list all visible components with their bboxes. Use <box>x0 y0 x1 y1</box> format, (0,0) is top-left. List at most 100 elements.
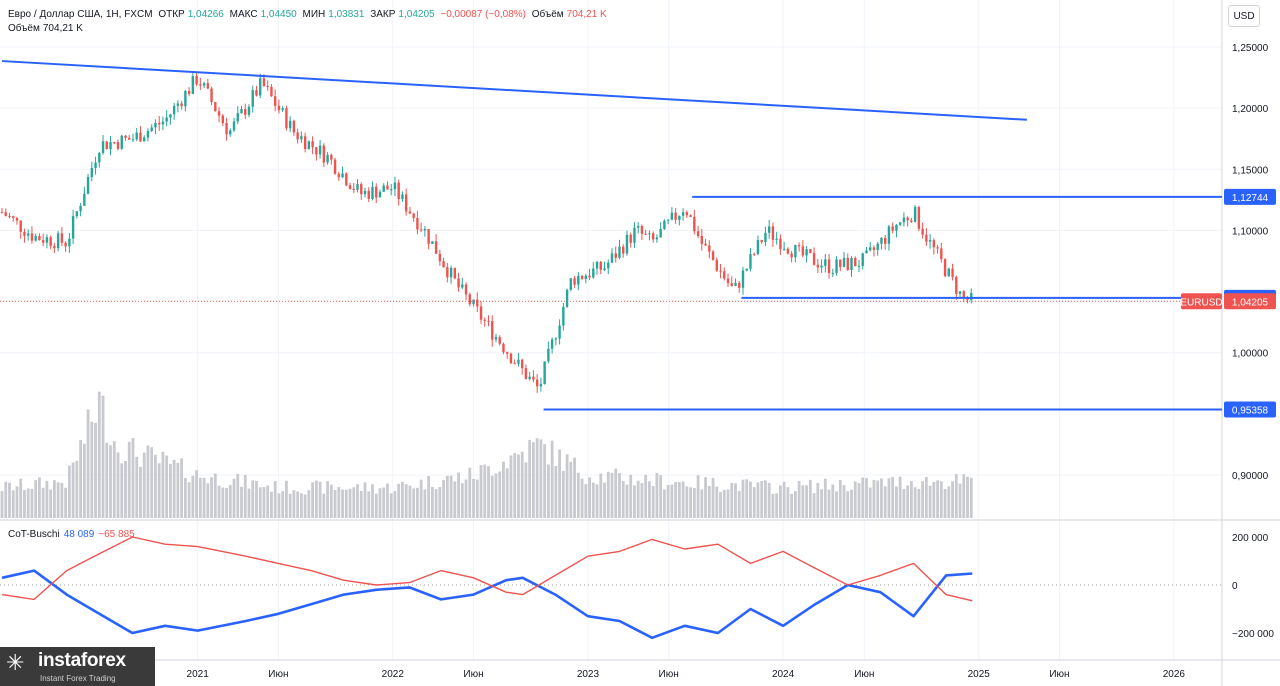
volume-bar <box>898 476 902 518</box>
candle-body <box>105 141 108 150</box>
candle-body <box>60 233 64 243</box>
volume-bar <box>895 486 898 518</box>
candle-body <box>767 226 771 233</box>
candle-body <box>543 361 546 384</box>
candle-body <box>240 108 243 114</box>
candle-body <box>232 121 236 131</box>
candle-body <box>0 212 4 214</box>
candle-body <box>891 226 894 231</box>
candle-body <box>928 240 932 242</box>
volume-bar <box>232 478 236 518</box>
currency-button[interactable]: USD <box>1228 5 1260 27</box>
volume-bar <box>595 484 599 518</box>
candle-body <box>229 130 232 135</box>
volume-bar <box>236 473 240 518</box>
candle-body <box>595 261 599 269</box>
candle-body <box>958 291 962 295</box>
volume-bar <box>479 465 483 518</box>
candle-body <box>154 123 157 128</box>
candle-body <box>730 283 733 286</box>
volume-bar <box>621 480 625 518</box>
trendline[interactable] <box>1 60 1027 121</box>
cot-series-blue[interactable] <box>1 569 973 640</box>
candle-body <box>191 76 195 94</box>
candle-body <box>569 278 573 290</box>
candle-body <box>618 246 621 258</box>
candle-body <box>483 319 486 321</box>
volume-bar <box>902 489 906 518</box>
candle-body <box>970 292 973 300</box>
level-price-tag <box>1224 401 1276 418</box>
volume-bar <box>135 456 139 518</box>
volume-bar <box>644 474 648 518</box>
candle-body <box>719 270 722 272</box>
volume-bar <box>161 451 165 518</box>
candle-body <box>468 294 471 305</box>
volume-bar <box>561 470 565 518</box>
volume-bar <box>651 485 655 518</box>
volume-bar <box>573 457 576 518</box>
candle-body <box>936 247 939 249</box>
cot-tick-label: −200 000 <box>1232 629 1274 640</box>
volume-legend: Объём 704,21 K <box>8 23 86 34</box>
candle-body <box>4 212 7 216</box>
volume-bar <box>217 485 221 518</box>
level-price-label: 1,12744 <box>1232 193 1269 204</box>
candle-body <box>943 259 947 277</box>
volume-bar <box>371 484 374 518</box>
candle-body <box>281 108 284 111</box>
volume-bar <box>154 454 157 518</box>
candle-body <box>26 233 30 236</box>
volume-bar <box>434 489 438 518</box>
candle-body <box>128 137 131 140</box>
volume-bar <box>782 481 786 518</box>
candle-body <box>925 234 928 242</box>
candle-body <box>251 90 254 107</box>
volume-bar <box>281 491 285 518</box>
candle-body <box>38 236 41 241</box>
volume-bar <box>797 480 801 518</box>
candle-body <box>453 267 457 279</box>
volume-bar <box>749 481 752 518</box>
candle-body <box>592 268 595 278</box>
cot-tick-label: 200 000 <box>1232 533 1269 544</box>
volume-bar <box>38 477 41 518</box>
candle-body <box>824 259 827 266</box>
volume-bar <box>606 471 610 518</box>
logo-name: instaforex <box>38 650 126 671</box>
volume-bar <box>285 480 288 518</box>
volume-bar <box>588 477 591 518</box>
candle-body <box>539 383 543 387</box>
volume-bar <box>539 439 543 518</box>
high-value: 1,04450 <box>260 9 297 20</box>
volume-bar <box>296 491 300 518</box>
candle-body <box>214 102 217 112</box>
volume-bar <box>75 460 79 518</box>
volume-bar <box>449 475 453 518</box>
candle-body <box>449 267 453 278</box>
candle-body <box>438 253 442 262</box>
volume-bar <box>887 478 891 518</box>
volume-bar <box>745 479 749 518</box>
cot-series-red[interactable] <box>1 536 973 602</box>
volume-bar <box>490 475 494 518</box>
candle-body <box>90 168 94 178</box>
volume-line-value: 704,21 K <box>42 23 83 34</box>
candle-body <box>917 207 921 229</box>
time-tick-label: 2025 <box>968 669 991 680</box>
candle-body <box>30 233 34 241</box>
volume-bar <box>243 474 247 518</box>
volume-bar <box>603 482 606 518</box>
volume-bar <box>19 478 23 518</box>
volume-bar <box>460 483 464 518</box>
candle-body <box>797 245 801 247</box>
volume-bar <box>322 493 326 518</box>
candle-body <box>341 173 344 178</box>
candle-body <box>348 185 352 189</box>
price-axis: 1,127441,044820,95358EURUSD1,042051,2500… <box>1180 43 1276 640</box>
symbol-tag-label: EURUSD <box>1180 297 1222 308</box>
volume-bar <box>277 493 281 518</box>
candle-body <box>288 120 292 129</box>
